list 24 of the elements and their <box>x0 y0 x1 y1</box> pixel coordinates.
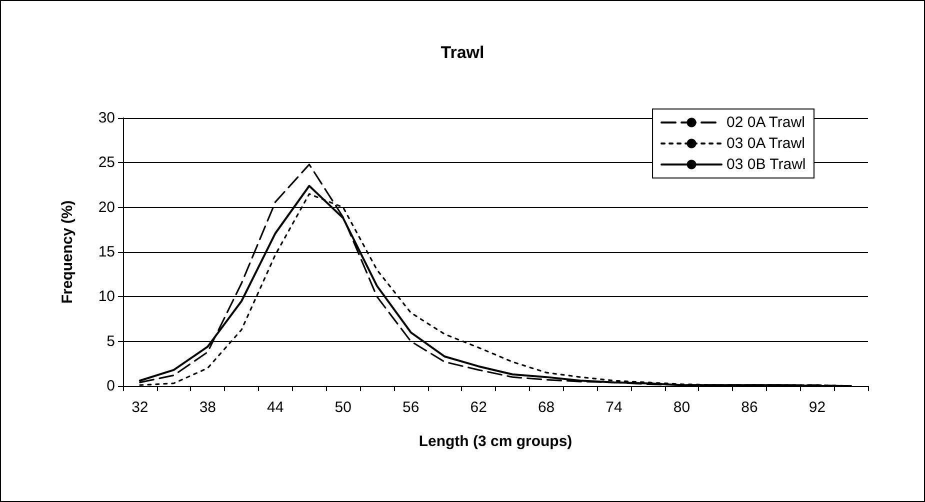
chart-title: Trawl <box>440 43 484 62</box>
y-tick-label: 10 <box>98 288 115 306</box>
x-axis-title: Length (3 cm groups) <box>418 433 572 450</box>
y-tick-label: 25 <box>98 154 115 172</box>
x-tick-label: 32 <box>132 399 148 416</box>
x-tick-label: 80 <box>673 399 690 416</box>
legend-label: 03 0A Trawl <box>726 135 805 152</box>
y-tick-label: 0 <box>106 378 115 394</box>
x-tick-label: 92 <box>808 399 826 416</box>
x-tick-label: 74 <box>606 399 622 416</box>
y-axis-title: Frequency (%) <box>59 200 76 304</box>
x-tick-label: 50 <box>334 399 352 416</box>
x-tick-label: 86 <box>741 399 758 416</box>
y-tick-label: 20 <box>98 198 115 216</box>
x-tick-label: 56 <box>402 399 420 416</box>
x-tick-label: 44 <box>267 399 284 416</box>
y-tick-label: 5 <box>106 332 115 350</box>
legend-label: 02 0A Trawl <box>726 114 805 131</box>
y-tick-label: 15 <box>98 244 115 260</box>
y-tick-label: 30 <box>98 110 115 126</box>
x-tick-label: 68 <box>538 399 555 416</box>
legend-label: 03 0B Trawl <box>726 156 806 173</box>
x-tick-label: 62 <box>470 399 487 416</box>
x-tick-label: 38 <box>199 399 216 416</box>
